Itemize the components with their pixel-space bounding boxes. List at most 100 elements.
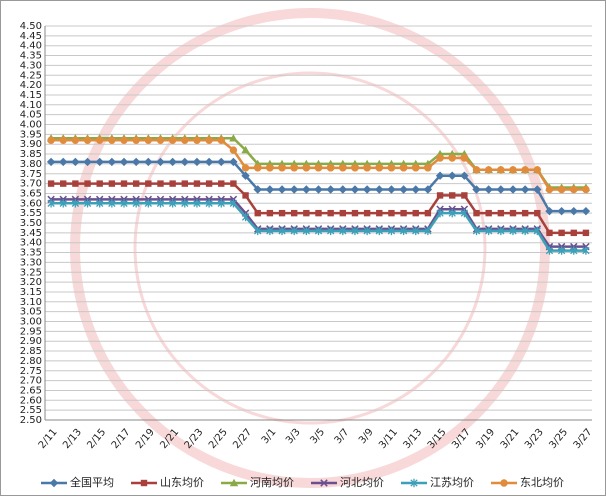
point <box>156 136 165 144</box>
legend-label: 江苏均价 <box>430 476 474 489</box>
point <box>400 209 407 217</box>
point <box>181 136 189 144</box>
point <box>241 145 250 154</box>
point <box>254 209 261 217</box>
point <box>521 166 529 174</box>
point <box>193 136 201 144</box>
point <box>132 136 140 144</box>
point <box>569 206 578 216</box>
y-tick-label: 3.25 <box>20 267 42 278</box>
point <box>339 164 347 172</box>
point <box>108 136 116 144</box>
y-tick-label: 2.80 <box>20 356 42 367</box>
point <box>229 157 238 167</box>
point <box>484 185 493 194</box>
y-tick-label: 4.05 <box>20 110 42 121</box>
point <box>145 180 152 187</box>
point <box>47 136 55 144</box>
point <box>424 209 432 217</box>
point <box>84 180 91 187</box>
point <box>375 226 383 236</box>
point <box>193 199 201 208</box>
point <box>436 208 444 218</box>
point <box>168 199 177 208</box>
legend-label: 东北均价 <box>520 476 564 489</box>
point <box>217 136 225 144</box>
point <box>266 164 274 172</box>
point <box>399 226 408 236</box>
point <box>557 185 566 194</box>
point <box>168 136 177 144</box>
y-tick-label: 2.95 <box>20 326 42 337</box>
y-tick-label: 3.70 <box>20 179 42 190</box>
point <box>230 180 237 187</box>
point <box>107 157 117 167</box>
point <box>533 185 542 194</box>
point <box>303 209 310 217</box>
point <box>241 164 250 172</box>
point <box>60 180 67 187</box>
y-tick-label: 3.10 <box>20 297 42 308</box>
point <box>557 246 566 255</box>
point <box>120 180 128 187</box>
point <box>278 209 286 217</box>
point <box>461 192 468 199</box>
point <box>156 199 165 208</box>
point <box>509 226 517 236</box>
y-tick-label: 4.35 <box>20 51 42 62</box>
legend-marker <box>49 478 59 488</box>
point <box>72 180 79 187</box>
point <box>59 199 67 208</box>
y-tick-label: 3.30 <box>20 257 42 268</box>
point <box>570 246 578 255</box>
point <box>71 157 80 167</box>
point <box>96 199 104 208</box>
y-tick-label: 3.35 <box>20 248 42 259</box>
point <box>448 208 456 218</box>
point <box>460 154 469 162</box>
point <box>59 136 67 144</box>
point <box>376 209 383 217</box>
point <box>241 171 250 180</box>
point <box>290 226 298 236</box>
legend-label: 全国平均 <box>70 475 114 489</box>
legend-marker <box>320 479 328 487</box>
y-tick-label: 2.75 <box>20 366 42 377</box>
y-tick-label: 4.25 <box>20 70 42 81</box>
point <box>181 180 188 187</box>
point <box>120 199 128 208</box>
point <box>582 229 590 237</box>
point <box>47 199 55 208</box>
point <box>120 136 128 144</box>
y-tick-label: 2.90 <box>20 336 42 347</box>
point <box>83 136 92 144</box>
legend-marker <box>229 478 239 487</box>
point <box>472 166 481 174</box>
point <box>534 209 541 217</box>
point <box>509 209 517 217</box>
point <box>558 229 565 237</box>
point <box>363 226 371 236</box>
point <box>363 164 371 172</box>
y-tick-label: 3.50 <box>20 218 42 229</box>
point <box>132 199 140 208</box>
point <box>509 166 517 174</box>
point <box>217 157 226 167</box>
point <box>168 157 177 167</box>
point <box>119 157 129 167</box>
point <box>497 226 505 236</box>
y-tick-label: 2.50 <box>20 415 42 426</box>
point <box>411 185 420 194</box>
point <box>278 226 286 236</box>
point <box>266 209 274 217</box>
point <box>314 185 323 194</box>
point <box>485 209 492 217</box>
point <box>351 209 359 217</box>
point <box>314 226 323 236</box>
y-tick-label: 3.45 <box>20 228 42 239</box>
point <box>217 199 225 208</box>
point <box>277 185 287 194</box>
y-tick-label: 3.60 <box>20 198 42 209</box>
point <box>582 246 590 255</box>
